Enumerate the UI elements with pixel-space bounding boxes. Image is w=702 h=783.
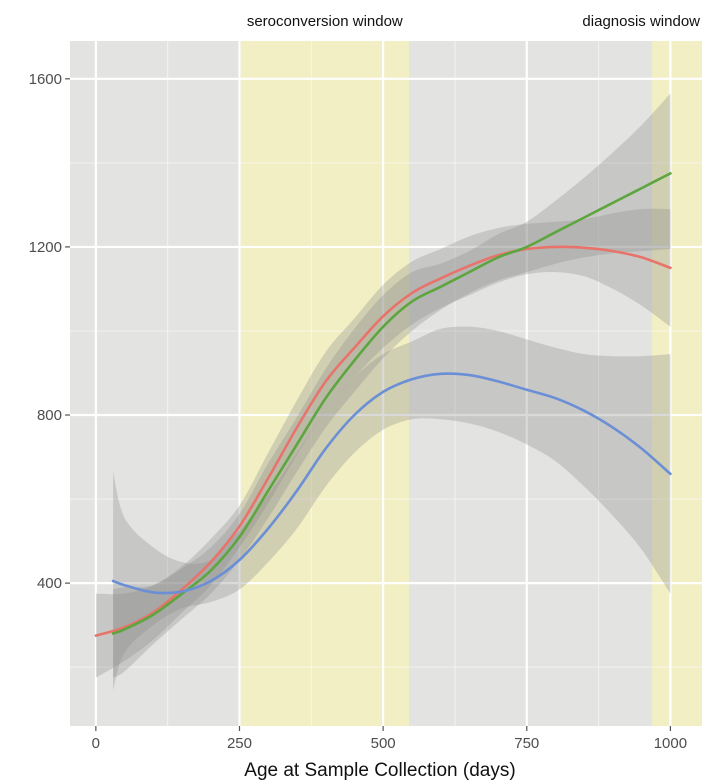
confidence-ribbon-1 bbox=[113, 93, 671, 678]
series-line-2 bbox=[111, 372, 672, 595]
y-tick-label-1: 800 bbox=[37, 407, 62, 424]
series-line-1 bbox=[111, 172, 672, 635]
minor-gridlines bbox=[23, 41, 702, 726]
confidence-ribbon-2 bbox=[113, 326, 671, 691]
major-gridlines bbox=[70, 41, 702, 726]
x-tick-label-2: 500 bbox=[371, 735, 396, 752]
x-tick-label-3: 750 bbox=[514, 735, 539, 752]
window-label-0: seroconversion window bbox=[247, 13, 403, 30]
series-lines bbox=[94, 172, 672, 637]
y-tick-label-0: 400 bbox=[37, 575, 62, 592]
window-label-1: diagnosis window bbox=[582, 13, 700, 30]
y-axis: 400 800 1200 1600 bbox=[29, 71, 70, 592]
x-tick-label-4: 1000 bbox=[654, 735, 687, 752]
window-labels: seroconversion window diagnosis window bbox=[247, 13, 700, 30]
window-band-1 bbox=[652, 41, 702, 726]
x-tick-label-1: 250 bbox=[227, 735, 252, 752]
series-line-0 bbox=[94, 245, 672, 637]
x-tick-label-0: 0 bbox=[92, 735, 100, 752]
x-axis-title: Age at Sample Collection (days) bbox=[244, 760, 515, 781]
y-tick-label-2: 1200 bbox=[29, 239, 62, 256]
x-axis: 0 250 500 750 1000 bbox=[92, 726, 687, 752]
confidence-ribbon-0 bbox=[95, 208, 671, 678]
y-tick-label-3: 1600 bbox=[29, 71, 62, 88]
confidence-ribbons bbox=[95, 93, 671, 691]
